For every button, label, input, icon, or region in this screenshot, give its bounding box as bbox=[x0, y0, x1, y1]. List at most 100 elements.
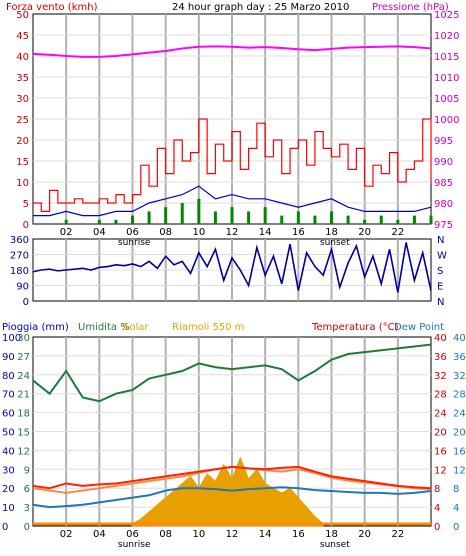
wind-tick-label: 15 bbox=[16, 157, 29, 168]
dew-tick-label: 28 bbox=[453, 390, 466, 401]
humidity-tick-label: 24 bbox=[17, 371, 30, 382]
rain-tick-label: 60 bbox=[2, 409, 15, 420]
x-tick-label-2: 16 bbox=[292, 529, 305, 540]
x-tick-label-0: 16 bbox=[292, 227, 305, 238]
humidity-tick-label: 0 bbox=[24, 522, 30, 533]
wind-tick-label: 50 bbox=[16, 10, 29, 21]
compass-tick-label: N bbox=[437, 235, 444, 246]
x-tick-label-0: 10 bbox=[192, 227, 205, 238]
wind-gust-line bbox=[33, 118, 432, 212]
x-tick-label-2: 04 bbox=[93, 529, 106, 540]
humidity-tick-label: 27 bbox=[17, 352, 30, 363]
x-tick-label-2: 18 bbox=[325, 529, 338, 540]
compass-tick-label: E bbox=[437, 282, 443, 293]
dewpoint-axis-title: Dew Point bbox=[394, 322, 444, 333]
wind-tick-label: 5 bbox=[23, 199, 29, 210]
temp-tick-label: 24 bbox=[434, 409, 447, 420]
graph-title: 24 hour graph day : 25 Marzo 2010 bbox=[172, 2, 349, 13]
dew-tick-label: 12 bbox=[453, 465, 466, 476]
temp-tick-label: 32 bbox=[434, 371, 447, 382]
temp-tick-label: 8 bbox=[434, 484, 440, 495]
direction-tick-label: 90 bbox=[16, 282, 29, 293]
wind-tick-label: 30 bbox=[16, 94, 29, 105]
sunrise-label-2: sunrise bbox=[118, 540, 151, 550]
temp-tick-label: 16 bbox=[434, 446, 447, 457]
dew-tick-label: 24 bbox=[453, 409, 466, 420]
pressure-tick-label: 975 bbox=[434, 220, 453, 231]
humidity-tick-label: 30 bbox=[17, 333, 30, 344]
pressure-line bbox=[32, 45, 432, 58]
pressure-tick-label: 980 bbox=[434, 199, 453, 210]
temp-tick-label: 28 bbox=[434, 390, 447, 401]
x-tick-label-0: 20 bbox=[358, 227, 371, 238]
x-tick-label-0: 12 bbox=[226, 227, 239, 238]
x-tick-label-0: 02 bbox=[60, 227, 73, 238]
dew-tick-label: 40 bbox=[453, 333, 466, 344]
temperature-axis-title: Temperatura (°C) bbox=[311, 322, 399, 333]
rain-tick-label: 20 bbox=[2, 484, 15, 495]
direction-tick-label: 180 bbox=[10, 266, 29, 277]
axis-labels: 0510152025303540455097598098599099510001… bbox=[2, 10, 466, 550]
x-tick-label-2: 20 bbox=[358, 529, 371, 540]
direction-tick-label: 360 bbox=[10, 235, 29, 246]
pressure-tick-label: 1010 bbox=[434, 73, 459, 84]
temp-tick-label: 12 bbox=[434, 465, 447, 476]
solar-area bbox=[132, 456, 324, 527]
x-tick-label-2: 08 bbox=[159, 529, 172, 540]
humidity-tick-label: 21 bbox=[17, 390, 30, 401]
wind-tick-label: 25 bbox=[16, 115, 29, 126]
x-tick-label-0: 06 bbox=[126, 227, 139, 238]
pressure-tick-label: 985 bbox=[434, 178, 453, 189]
dew-tick-label: 4 bbox=[453, 503, 459, 514]
dew-tick-label: 8 bbox=[453, 484, 459, 495]
compass-tick-label: W bbox=[437, 251, 447, 262]
wind-axis-title: Forza vento (kmh) bbox=[6, 2, 98, 13]
sunset-label-0: sunset bbox=[320, 238, 350, 248]
temp-tick-label: 20 bbox=[434, 428, 447, 439]
humidity-tick-label: 12 bbox=[17, 446, 30, 457]
solar-legend: Solar bbox=[123, 322, 149, 333]
temp-tick-label: 36 bbox=[434, 352, 447, 363]
wind-tick-label: 0 bbox=[23, 220, 29, 231]
x-tick-label-0: 22 bbox=[391, 227, 404, 238]
rain-tick-label: 100 bbox=[2, 333, 21, 344]
dewpoint-line bbox=[32, 486, 432, 509]
sunset-label-2: sunset bbox=[320, 540, 350, 550]
dew-tick-label: 20 bbox=[453, 428, 466, 439]
wind-tick-label: 35 bbox=[16, 73, 29, 84]
rain-tick-label: 90 bbox=[2, 352, 15, 363]
compass-tick-label: N bbox=[437, 297, 444, 308]
wind-tick-label: 40 bbox=[16, 52, 29, 63]
data-series bbox=[32, 45, 433, 527]
x-tick-label-2: 06 bbox=[126, 529, 139, 540]
temp-tick-label: 0 bbox=[434, 522, 440, 533]
dew-tick-label: 32 bbox=[453, 371, 466, 382]
pressure-tick-label: 1000 bbox=[434, 115, 459, 126]
rain-tick-label: 10 bbox=[2, 503, 15, 514]
x-tick-label-0: 14 bbox=[259, 227, 272, 238]
dew-tick-label: 16 bbox=[453, 446, 466, 457]
rain-tick-label: 30 bbox=[2, 465, 15, 476]
rain-axis-title: Pioggia (mm) bbox=[2, 322, 69, 333]
rain-tick-label: 70 bbox=[2, 390, 15, 401]
wind-tick-label: 20 bbox=[16, 136, 29, 147]
humidity-tick-label: 15 bbox=[17, 428, 30, 439]
x-tick-label-2: 14 bbox=[259, 529, 272, 540]
humidity-tick-label: 3 bbox=[24, 503, 30, 514]
x-tick-label-0: 08 bbox=[159, 227, 172, 238]
dew-tick-label: 36 bbox=[453, 352, 466, 363]
dew-tick-label: 0 bbox=[453, 522, 459, 533]
compass-tick-label: S bbox=[437, 266, 443, 277]
x-tick-label-2: 10 bbox=[192, 529, 205, 540]
sunrise-label-0: sunrise bbox=[118, 238, 151, 248]
x-tick-label-0: 18 bbox=[325, 227, 338, 238]
wind-average-line bbox=[33, 185, 432, 217]
rain-tick-label: 50 bbox=[2, 428, 15, 439]
direction-tick-label: 0 bbox=[23, 297, 29, 308]
wind-tick-label: 45 bbox=[16, 31, 29, 42]
direction-tick-label: 270 bbox=[10, 251, 29, 262]
humidity-axis-title: Umidita % bbox=[78, 322, 130, 333]
humidity-line bbox=[32, 343, 432, 403]
location-label: Riamoli 550 m bbox=[172, 322, 244, 333]
